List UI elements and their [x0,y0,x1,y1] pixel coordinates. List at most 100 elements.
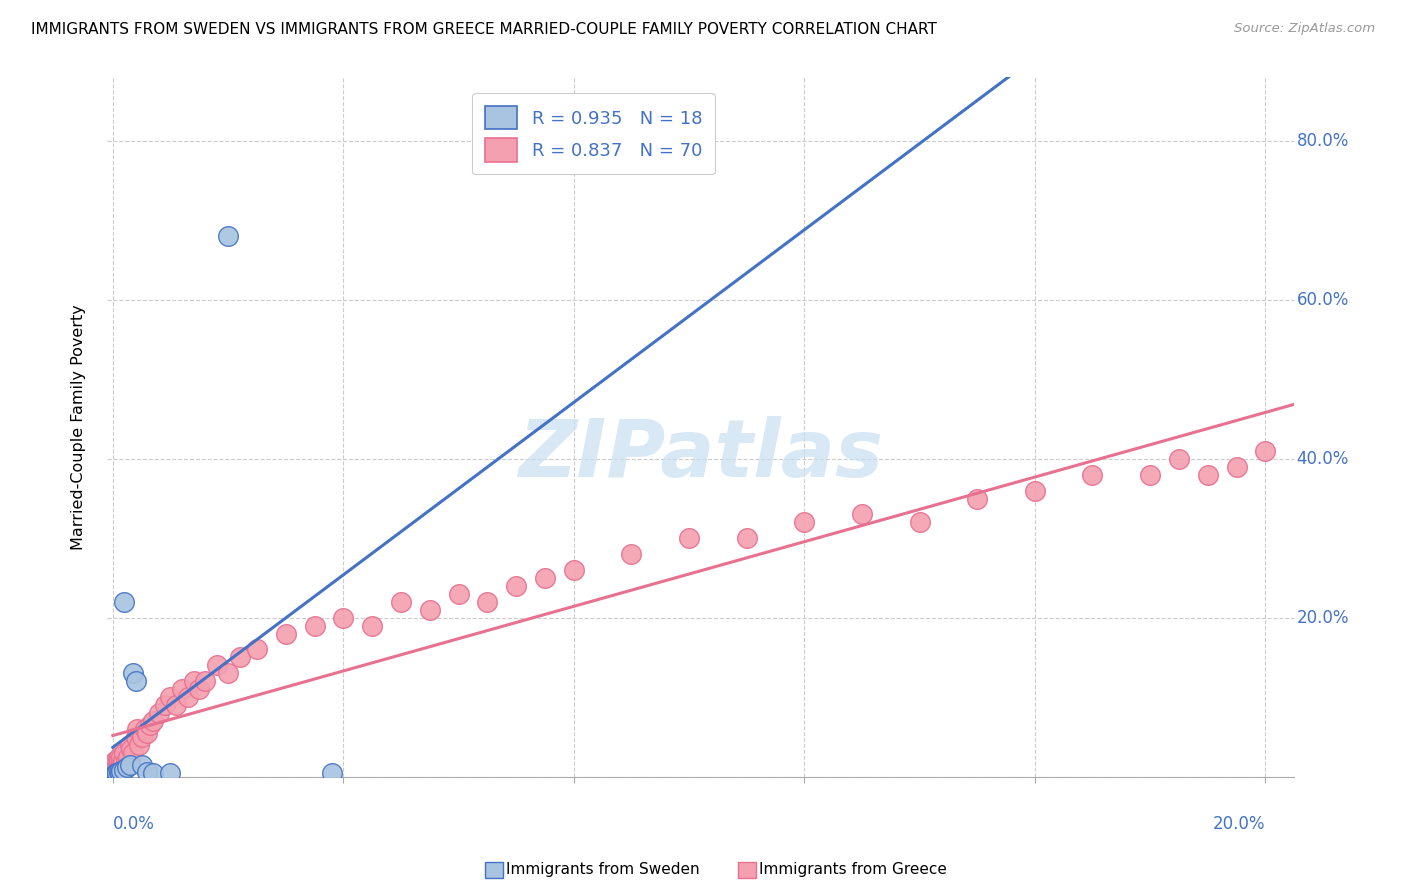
Point [1197,467,1219,482]
Point [1024,483,1046,498]
Point [110,757,132,772]
Point [120,738,142,752]
Point [136,726,159,740]
Point [112,746,135,760]
Point [1254,443,1277,458]
Text: Source: ZipAtlas.com: Source: ZipAtlas.com [1234,22,1375,36]
Point [108,762,131,776]
Point [128,738,150,752]
Point [477,595,499,609]
Point [678,531,700,545]
Text: 80.0%: 80.0% [1296,132,1348,150]
Text: Immigrants from Sweden: Immigrants from Sweden [506,863,700,877]
Point [183,674,205,689]
Point [447,587,470,601]
Point [114,754,136,768]
Point [562,563,585,577]
Point [142,765,165,780]
Point [274,626,297,640]
Point [228,650,250,665]
Point [104,754,127,768]
Point [110,754,132,768]
Point [735,531,758,545]
Text: Immigrants from Greece: Immigrants from Greece [759,863,948,877]
Point [110,764,132,778]
Point [115,757,138,772]
Point [122,666,145,681]
Text: 0.0%: 0.0% [112,815,155,833]
Point [115,760,138,774]
Point [139,718,162,732]
Point [107,749,129,764]
Point [131,730,153,744]
Y-axis label: Married-Couple Family Poverty: Married-Couple Family Poverty [72,304,86,549]
Point [103,762,125,776]
Point [111,757,134,772]
Point [105,762,128,776]
Point [159,690,181,705]
Text: ZIPatlas: ZIPatlas [517,416,883,494]
Point [117,749,139,764]
Point [103,762,125,776]
Point [125,722,148,736]
Point [112,754,135,768]
Point [194,674,217,689]
Point [112,764,135,778]
Point [165,698,187,712]
Point [1167,451,1189,466]
Point [217,666,239,681]
Point [304,618,326,632]
Point [110,749,132,764]
Point [105,762,128,776]
Point [1225,459,1247,474]
Point [134,722,156,736]
Point [125,674,148,689]
Text: 20.0%: 20.0% [1296,608,1348,627]
Point [389,595,412,609]
Point [125,730,148,744]
Point [419,603,441,617]
Point [131,757,153,772]
Point [104,754,127,768]
Text: 60.0%: 60.0% [1296,291,1348,309]
Point [120,757,142,772]
Point [321,766,343,780]
Point [332,611,354,625]
Point [246,642,269,657]
Point [105,766,128,780]
Legend: R = 0.935   N = 18, R = 0.837   N = 70: R = 0.935 N = 18, R = 0.837 N = 70 [472,94,714,174]
Point [153,698,176,712]
Point [505,579,527,593]
Point [620,547,643,561]
Point [111,762,134,776]
Point [205,658,228,673]
Point [361,618,384,632]
Point [108,754,131,768]
Point [170,682,193,697]
Point [793,516,815,530]
Point [534,571,557,585]
Point [217,229,239,244]
Text: 40.0%: 40.0% [1296,450,1348,467]
Point [142,714,165,728]
Point [148,706,170,720]
Point [177,690,200,705]
Point [188,682,211,697]
Point [107,764,129,779]
Point [107,754,129,768]
Text: 20.0%: 20.0% [1213,815,1265,833]
Point [120,741,142,756]
Point [159,765,181,780]
Text: IMMIGRANTS FROM SWEDEN VS IMMIGRANTS FROM GREECE MARRIED-COUPLE FAMILY POVERTY C: IMMIGRANTS FROM SWEDEN VS IMMIGRANTS FRO… [31,22,936,37]
Point [1139,467,1161,482]
Point [122,746,145,760]
Point [103,767,125,781]
Point [107,757,129,772]
Point [966,491,988,506]
Point [908,516,931,530]
Point [104,765,127,780]
Point [108,765,131,780]
Point [851,508,873,522]
Point [136,764,159,779]
Point [112,595,135,609]
